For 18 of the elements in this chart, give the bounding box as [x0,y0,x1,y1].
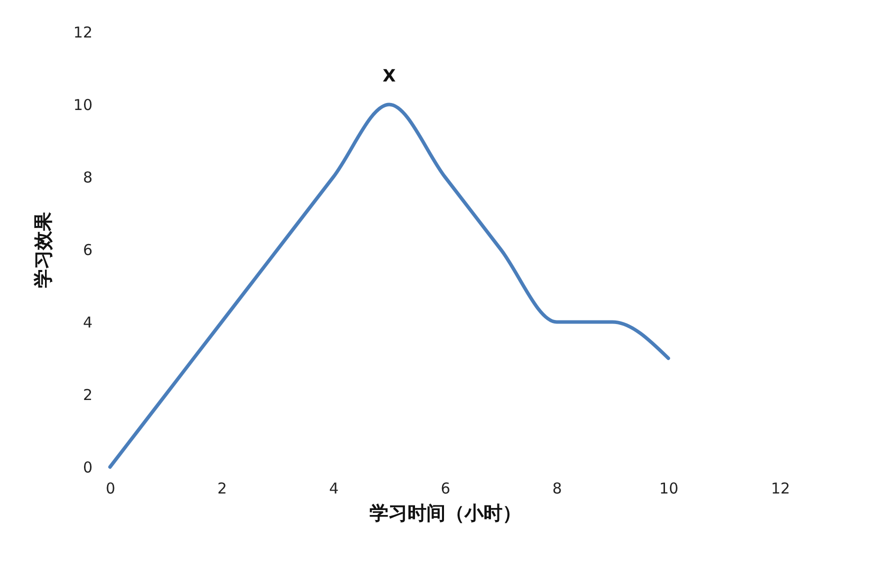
y-tick-label: 10 [73,96,92,114]
y-tick-label: 2 [82,386,92,404]
x-tick-label: 0 [106,480,116,498]
y-tick-label: 6 [82,241,92,259]
x-tick-label: 2 [217,480,227,498]
x-tick-label: 6 [440,480,450,498]
y-tick-label: 8 [82,168,92,186]
y-tick-label: 0 [82,458,92,476]
line-series [108,102,670,469]
y-tick-label: 12 [73,24,92,42]
y-tick-label: 4 [82,314,92,332]
x-tick-label: 12 [770,480,790,498]
x-axis-title: 学习时间（小时） [370,502,522,524]
y-axis-title: 学习效果 [32,211,54,288]
x-tick-label: 8 [552,480,562,498]
x-tick-label: 10 [659,480,678,498]
annotation: X [382,66,396,86]
x-tick-label: 4 [329,480,339,498]
